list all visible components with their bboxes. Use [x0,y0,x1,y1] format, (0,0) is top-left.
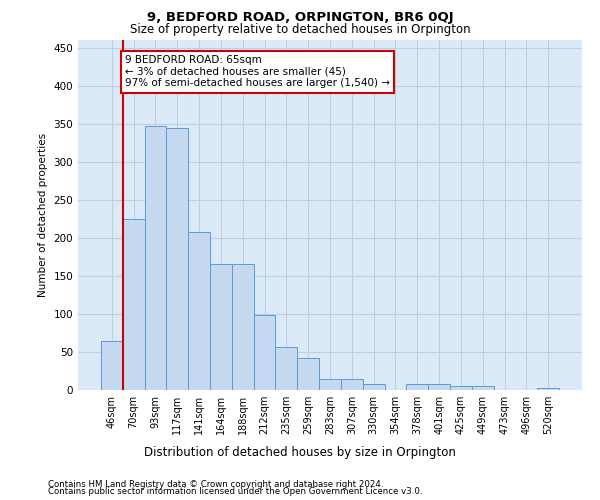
Bar [101,340,123,390]
Bar [406,384,428,390]
Bar [232,264,254,390]
Bar [428,384,450,390]
Bar [210,264,232,390]
Text: Contains HM Land Registry data © Crown copyright and database right 2024.: Contains HM Land Registry data © Crown c… [48,480,383,489]
Bar [145,126,166,390]
Text: Contains public sector information licensed under the Open Government Licence v3: Contains public sector information licen… [48,487,422,496]
Bar [363,384,385,390]
Bar [123,219,145,390]
Text: 9 BEDFORD ROAD: 65sqm
← 3% of detached houses are smaller (45)
97% of semi-detac: 9 BEDFORD ROAD: 65sqm ← 3% of detached h… [125,55,390,88]
Bar [341,378,363,390]
Bar [188,232,210,390]
Bar [537,388,559,390]
Text: 9, BEDFORD ROAD, ORPINGTON, BR6 0QJ: 9, BEDFORD ROAD, ORPINGTON, BR6 0QJ [146,11,454,24]
Bar [472,386,494,390]
Text: Distribution of detached houses by size in Orpington: Distribution of detached houses by size … [144,446,456,459]
Bar [297,358,319,390]
Text: Size of property relative to detached houses in Orpington: Size of property relative to detached ho… [130,22,470,36]
Bar [254,316,275,390]
Bar [450,386,472,390]
Y-axis label: Number of detached properties: Number of detached properties [38,133,48,297]
Bar [166,128,188,390]
Bar [275,348,297,390]
Bar [319,378,341,390]
